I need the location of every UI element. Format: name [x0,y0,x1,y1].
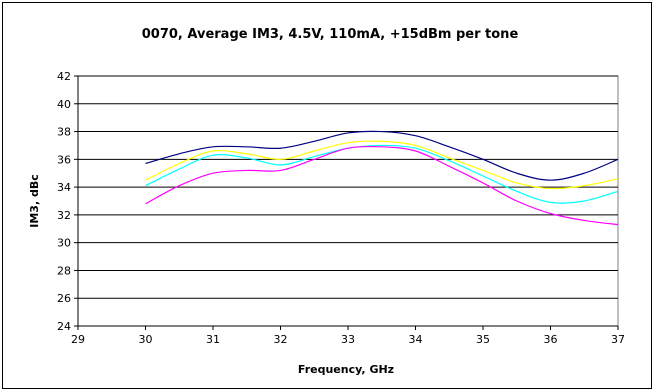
chart-title: 0070, Average IM3, 4.5V, 110mA, +15dBm p… [142,27,519,42]
series-layer [145,130,619,226]
x-tick-label: 36 [544,333,558,346]
y-tick-label: 40 [57,98,71,111]
series-line-2 [145,140,619,190]
x-tick-label: 30 [139,333,153,346]
series-line-1 [145,130,619,181]
x-tick-label: 29 [71,333,85,346]
axes [74,75,619,330]
y-tick-label: 42 [57,70,71,83]
x-tick-label: 35 [476,333,490,346]
y-tick-label: 34 [57,181,71,194]
x-axis-title: Frequency, GHz [298,363,394,376]
y-tick-label: 32 [57,209,71,222]
x-tick-label: 37 [611,333,625,346]
x-tick-label: 31 [206,333,220,346]
y-tick-label: 28 [57,264,71,277]
series-line-4 [145,145,619,226]
gridlines [78,75,618,299]
y-tick-label: 24 [57,320,71,333]
y-tick-label: 26 [57,292,71,305]
x-tick-label: 33 [341,333,355,346]
series-line-3 [145,144,619,204]
x-tick-label: 34 [409,333,423,346]
y-axis-title: IM3, dBc [28,174,41,227]
x-tick-label: 32 [274,333,288,346]
plot-area [77,75,619,327]
tick-labels: 24 26 28 30 32 34 36 38 40 42 29 30 31 32 33 34 35 36 37 [57,70,625,346]
y-tick-label: 36 [57,153,71,166]
y-tick-label: 38 [57,126,71,139]
y-tick-label: 30 [57,237,71,250]
